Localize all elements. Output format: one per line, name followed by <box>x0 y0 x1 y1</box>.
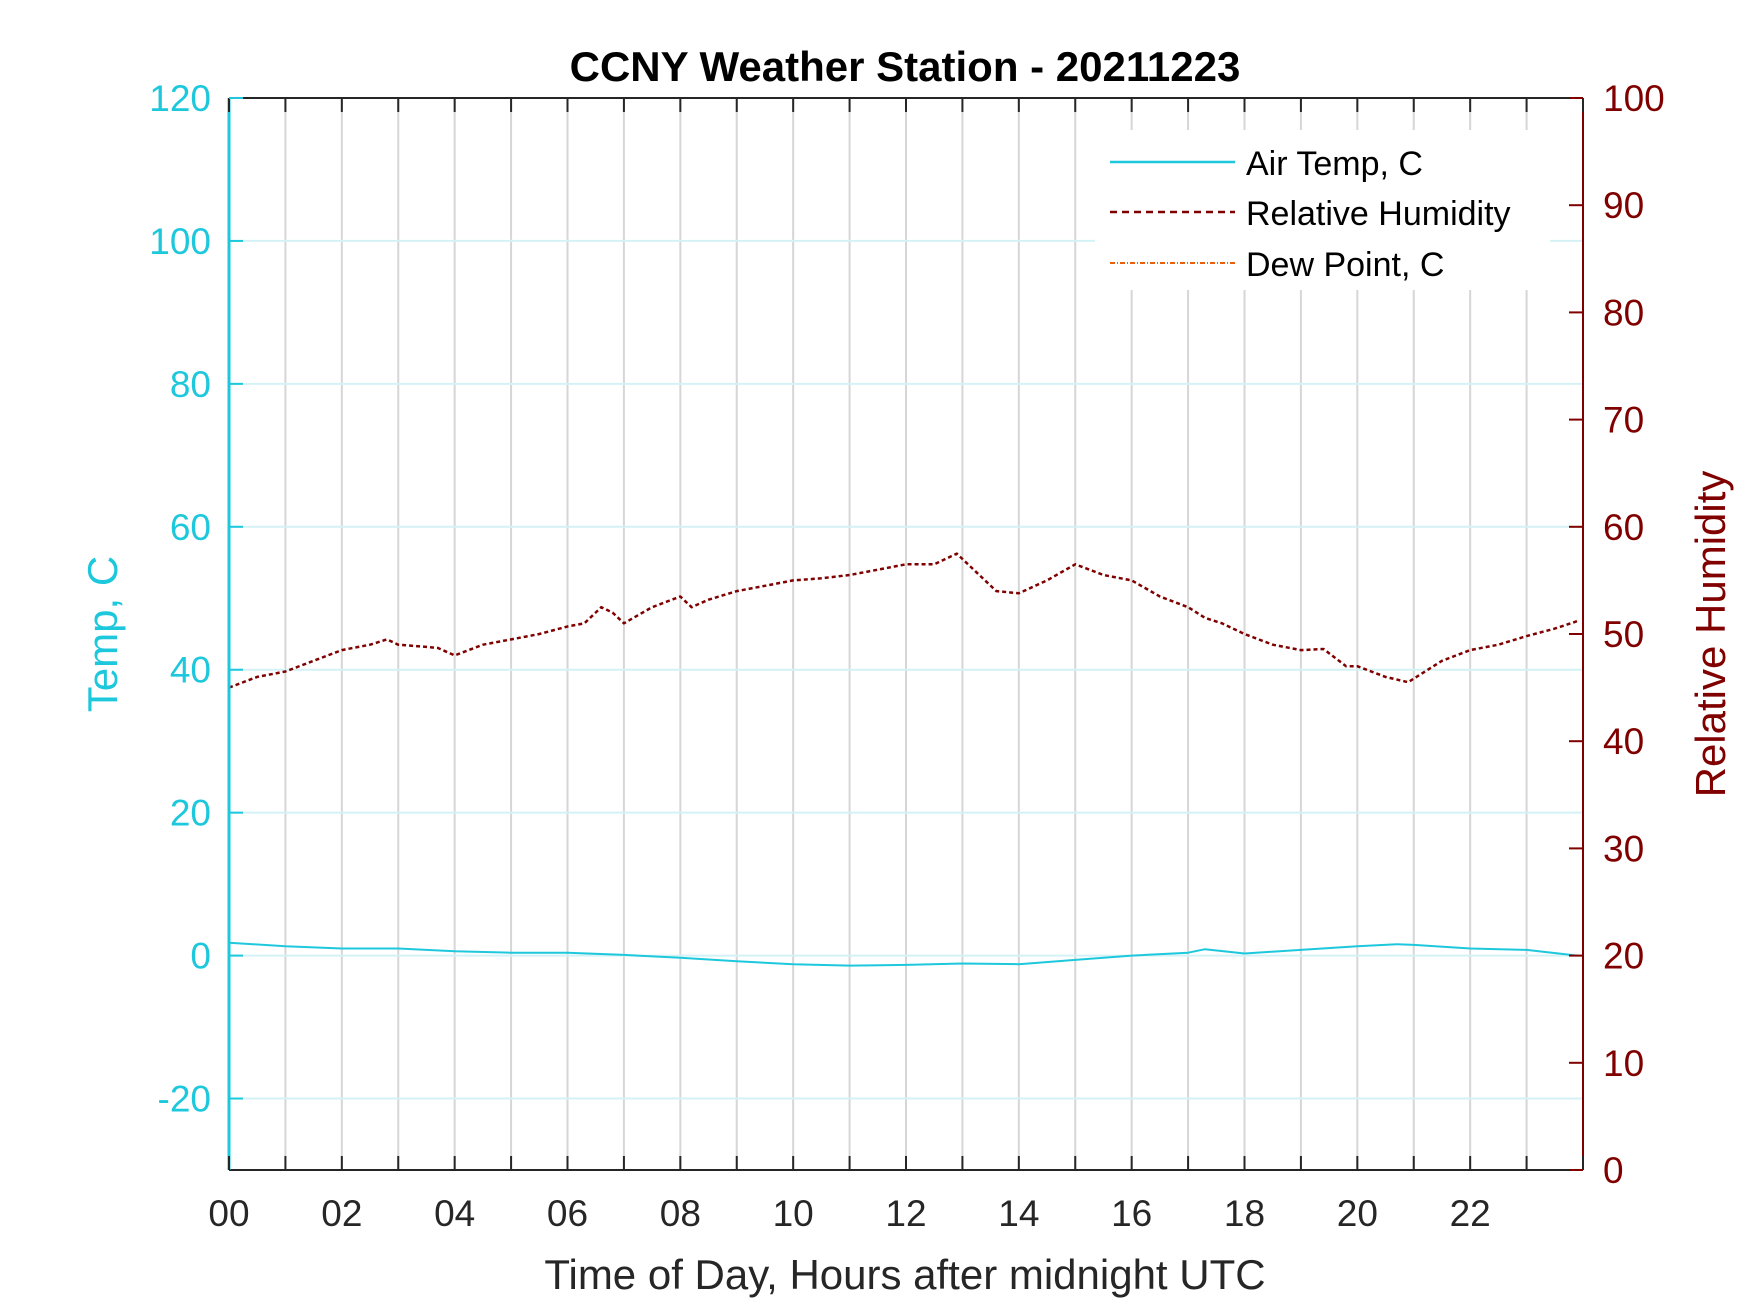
legend: Air Temp, C Relative Humidity Dew Point,… <box>1095 130 1550 290</box>
y-tick-label-right: 30 <box>1603 828 1644 869</box>
x-tick-label: 16 <box>1111 1193 1152 1234</box>
y-tick-label-left: 20 <box>170 793 211 834</box>
y-tick-label-right: 10 <box>1603 1043 1644 1084</box>
y-tick-label-left: 40 <box>170 650 211 691</box>
legend-label-dew-point: Dew Point, C <box>1246 246 1444 284</box>
chart-title: CCNY Weather Station - 20211223 <box>570 43 1241 90</box>
y-axis-label-right: Relative Humidity <box>1687 471 1734 798</box>
series-layer <box>228 552 1578 967</box>
y-tick-label-right: 20 <box>1603 936 1644 977</box>
legend-label-relative-humidity: Relative Humidity <box>1246 195 1511 233</box>
y-tick-label-right: 90 <box>1603 185 1644 226</box>
x-tick-label: 14 <box>998 1193 1039 1234</box>
y-tick-label-right: 70 <box>1603 400 1644 441</box>
y-tick-label-left: 120 <box>149 78 211 119</box>
series-line-air-temp-c <box>228 941 1578 967</box>
legend-label-air-temp: Air Temp, C <box>1246 145 1423 183</box>
y-tick-label-left: 100 <box>149 221 211 262</box>
y-tick-label-left: 60 <box>170 507 211 548</box>
x-tick-label: 00 <box>208 1193 249 1234</box>
x-tick-label: 12 <box>885 1193 926 1234</box>
y-axis-label-left: Temp, C <box>79 556 126 712</box>
x-tick-label: 20 <box>1337 1193 1378 1234</box>
y-tick-label-right: 80 <box>1603 292 1644 333</box>
x-tick-label: 22 <box>1450 1193 1491 1234</box>
series-line-relative-humidity <box>228 552 1578 689</box>
x-tick-label: 10 <box>773 1193 814 1234</box>
y-tick-label-left: -20 <box>158 1079 211 1120</box>
x-tick-label: 18 <box>1224 1193 1265 1234</box>
tick-labels: 00 02 04 06 08 10 12 14 16 18 20 22-200204060801001… <box>149 78 1664 1234</box>
y-tick-label-right: 40 <box>1603 721 1644 762</box>
y-tick-label-left: 0 <box>190 936 211 977</box>
x-tick-label: 02 <box>321 1193 362 1234</box>
x-tick-label: 06 <box>547 1193 588 1234</box>
y-tick-label-left: 80 <box>170 364 211 405</box>
y-tick-label-right: 60 <box>1603 507 1644 548</box>
x-tick-label: 08 <box>660 1193 701 1234</box>
x-axis-label: Time of Day, Hours after midnight UTC <box>544 1251 1265 1298</box>
y-tick-label-right: 100 <box>1603 78 1665 119</box>
axes <box>227 97 1584 1171</box>
y-tick-label-right: 0 <box>1603 1150 1624 1191</box>
x-tick-label: 04 <box>434 1193 475 1234</box>
y-tick-label-right: 50 <box>1603 614 1644 655</box>
